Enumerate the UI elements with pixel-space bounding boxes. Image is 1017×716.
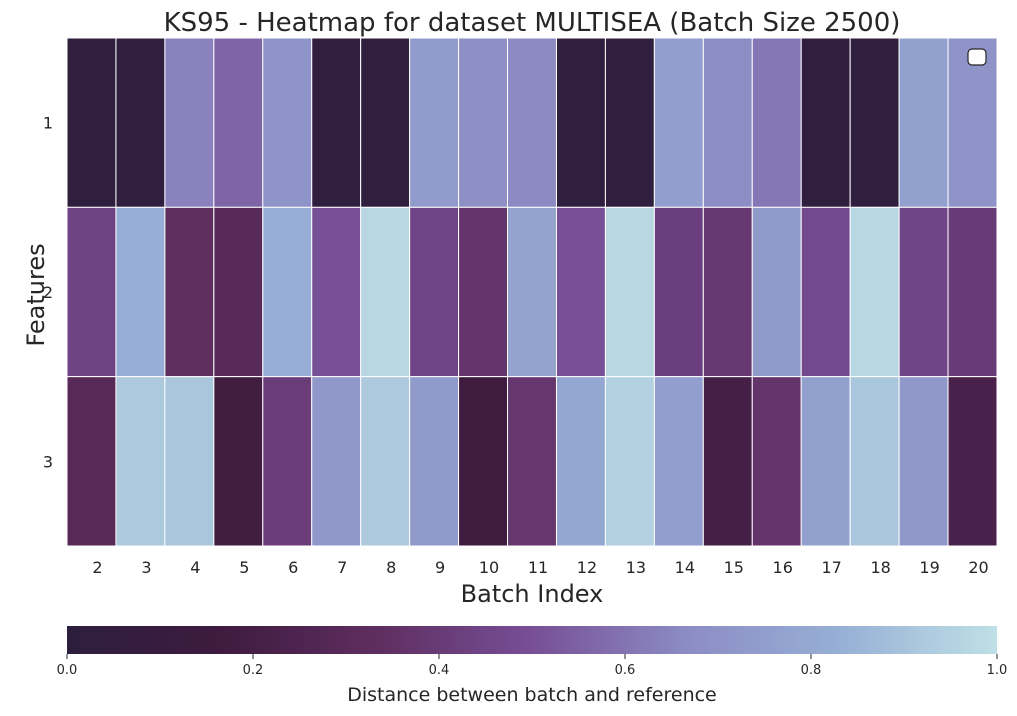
heatmap-cell bbox=[164, 37, 215, 208]
y-tick-label: 1 bbox=[43, 114, 53, 133]
colorbar-tick-label: 0.0 bbox=[57, 663, 78, 678]
heatmap-cell bbox=[800, 37, 851, 208]
heatmap-cell bbox=[555, 206, 606, 378]
heatmap-cell bbox=[213, 206, 264, 378]
legend-box bbox=[967, 48, 987, 66]
heatmap-cell bbox=[947, 376, 998, 547]
heatmap-cell bbox=[66, 37, 117, 208]
x-tick-label: 10 bbox=[479, 558, 499, 577]
heatmap-cell bbox=[653, 206, 704, 378]
heatmap-cell bbox=[898, 376, 949, 547]
x-tick-label: 3 bbox=[141, 558, 151, 577]
y-tick-labels: 1 2 3 bbox=[43, 114, 53, 472]
heatmap-cell bbox=[898, 37, 949, 208]
heatmap-cell bbox=[702, 37, 753, 208]
x-tick-label: 11 bbox=[528, 558, 548, 577]
chart-title: KS95 - Heatmap for dataset MULTISEA (Bat… bbox=[164, 8, 901, 38]
heatmap-cell bbox=[213, 37, 264, 208]
heatmap-cell bbox=[360, 37, 411, 208]
heatmap-cell bbox=[262, 37, 313, 208]
heatmap-cell bbox=[507, 37, 557, 208]
heatmap-cell bbox=[409, 376, 460, 547]
heatmap-cell bbox=[751, 206, 802, 378]
heatmap-cell bbox=[849, 206, 900, 378]
heatmap-cell bbox=[555, 37, 606, 208]
x-tick-label: 16 bbox=[773, 558, 793, 577]
colorbar-ticks: 0.0 0.2 0.4 0.6 0.8 1.0 bbox=[57, 654, 1008, 678]
heatmap-cell bbox=[458, 376, 509, 547]
x-tick-label: 14 bbox=[675, 558, 695, 577]
heatmap-cell bbox=[262, 206, 313, 378]
heatmap-cell bbox=[898, 206, 949, 378]
heatmap-cell bbox=[66, 376, 117, 547]
colorbar-tick-label: 0.6 bbox=[615, 663, 636, 678]
heatmap-cell bbox=[604, 376, 655, 547]
heatmap-cell bbox=[653, 376, 704, 547]
heatmap-cell bbox=[311, 376, 362, 547]
colorbar-tick-label: 0.2 bbox=[243, 663, 264, 678]
x-tick-label: 2 bbox=[92, 558, 102, 577]
heatmap-cell bbox=[800, 376, 851, 547]
heatmap-cell bbox=[115, 37, 166, 208]
x-tick-label: 18 bbox=[870, 558, 890, 577]
colorbar-label: Distance between batch and reference bbox=[347, 684, 717, 706]
heatmap-cell bbox=[947, 206, 998, 378]
heatmap-cell bbox=[409, 37, 460, 208]
heatmap-cell bbox=[164, 376, 215, 547]
y-tick-label: 2 bbox=[43, 283, 53, 302]
heatmap-cell bbox=[360, 376, 411, 547]
heatmap-cell bbox=[262, 376, 313, 547]
x-tick-label: 4 bbox=[190, 558, 200, 577]
heatmap-cell bbox=[751, 37, 802, 208]
heatmap-cell bbox=[66, 206, 117, 378]
x-tick-labels: 2 3 4 5 6 7 8 9 10 11 12 13 14 15 16 17 18 19 20 bbox=[92, 558, 988, 577]
x-axis-label: Batch Index bbox=[461, 580, 604, 608]
colorbar-tick-label: 0.8 bbox=[801, 663, 822, 678]
heatmap-cell bbox=[604, 37, 655, 208]
colorbar bbox=[67, 626, 997, 654]
x-tick-label: 7 bbox=[337, 558, 347, 577]
heatmap-cell bbox=[653, 37, 704, 208]
heatmap-cell bbox=[507, 376, 557, 547]
colorbar-tick-label: 1.0 bbox=[987, 663, 1008, 678]
heatmap-cell bbox=[507, 206, 557, 378]
x-tick-label: 15 bbox=[724, 558, 744, 577]
heatmap-cell bbox=[311, 206, 362, 378]
x-tick-label: 12 bbox=[577, 558, 597, 577]
heatmap-cell bbox=[360, 206, 411, 378]
heatmap-cell bbox=[751, 376, 802, 547]
x-tick-label: 6 bbox=[288, 558, 298, 577]
heatmap-cell bbox=[115, 206, 166, 378]
heatmap-cells bbox=[66, 37, 998, 547]
heatmap-cell bbox=[115, 376, 166, 547]
heatmap-cell bbox=[409, 206, 460, 378]
heatmap-cell bbox=[947, 37, 998, 208]
heatmap-cell bbox=[213, 376, 264, 547]
x-tick-label: 13 bbox=[626, 558, 646, 577]
x-tick-label: 8 bbox=[386, 558, 396, 577]
x-tick-label: 19 bbox=[919, 558, 939, 577]
heatmap-cell bbox=[849, 37, 900, 208]
heatmap-cell bbox=[164, 206, 215, 378]
heatmap-cell bbox=[458, 206, 509, 378]
y-axis-label: Features bbox=[22, 243, 50, 346]
x-tick-label: 5 bbox=[239, 558, 249, 577]
x-tick-label: 9 bbox=[435, 558, 445, 577]
heatmap-cell bbox=[555, 376, 606, 547]
heatmap-cell bbox=[604, 206, 655, 378]
heatmap-cell bbox=[458, 37, 509, 208]
heatmap-cell bbox=[702, 376, 753, 547]
x-tick-label: 17 bbox=[822, 558, 842, 577]
heatmap-cell bbox=[800, 206, 851, 378]
heatmap-cell bbox=[849, 376, 900, 547]
y-tick-label: 3 bbox=[43, 452, 53, 471]
heatmap-cell bbox=[702, 206, 753, 378]
colorbar-tick-label: 0.4 bbox=[429, 663, 450, 678]
x-tick-label: 20 bbox=[968, 558, 988, 577]
heatmap-cell bbox=[311, 37, 362, 208]
